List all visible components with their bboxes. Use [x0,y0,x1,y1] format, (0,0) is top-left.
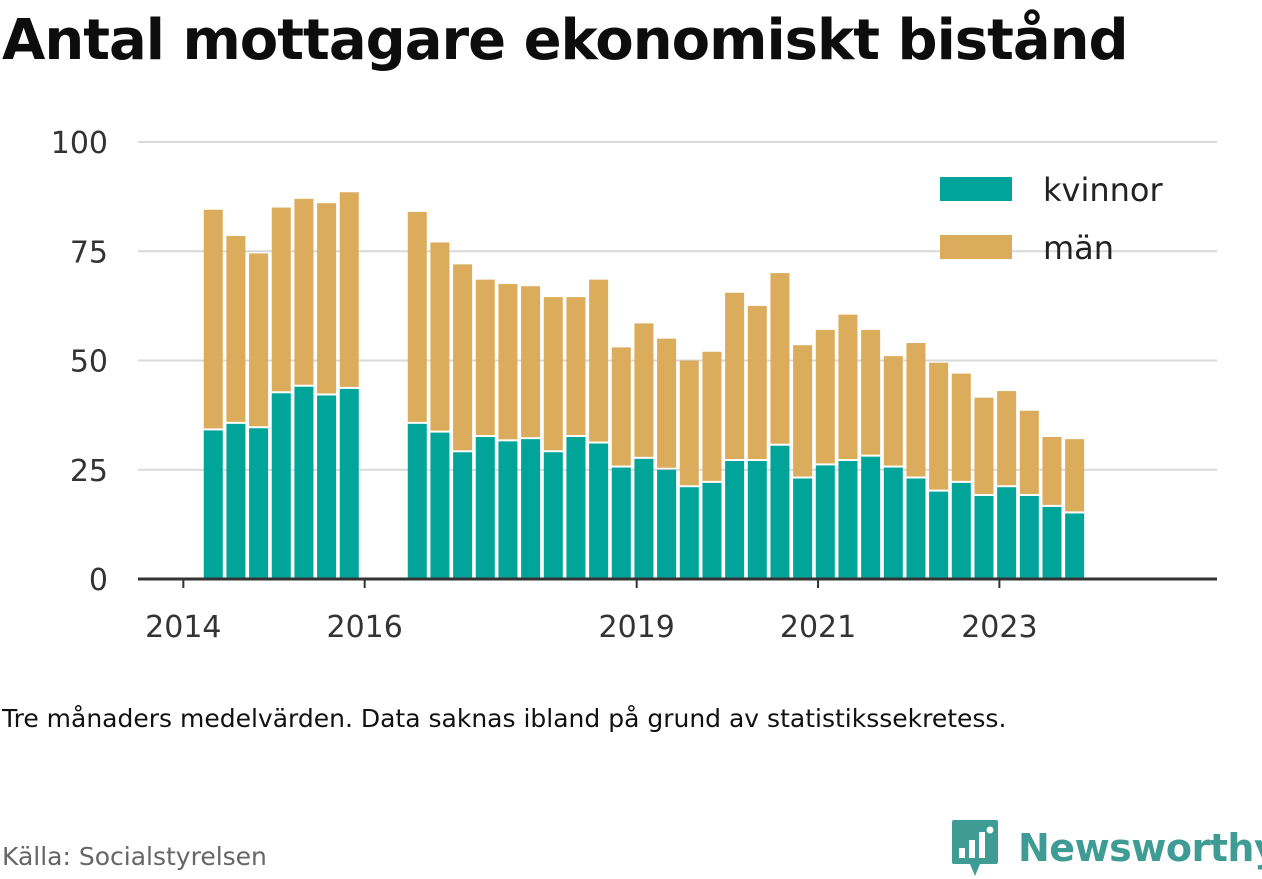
x-tick-label: 2014 [145,610,221,645]
bar-kvinnor [929,491,949,579]
y-tick-label: 75 [70,235,108,270]
bar-män [475,279,495,435]
bar-män [498,284,518,440]
bar-kvinnor [883,467,903,579]
bar-kvinnor [951,482,971,579]
bar-män [974,397,994,494]
bar-kvinnor [702,482,722,579]
y-tick-label: 100 [51,126,108,161]
x-tick-label: 2016 [327,610,403,645]
bar-kvinnor [203,430,223,579]
y-tick-label: 0 [89,563,108,598]
bar-kvinnor [271,393,291,579]
legend-label-män: män [1043,229,1114,267]
bar-män [861,329,881,455]
bar-män [747,305,767,460]
bar-män [249,253,269,427]
bar-män [725,292,745,460]
bar-män [453,264,473,451]
bar-kvinnor [566,436,586,579]
chart-title: Antal mottagare ekonomiskt bistånd [2,8,1129,73]
bar-män [543,297,563,451]
bar-kvinnor [770,445,790,579]
y-tick-label: 25 [70,454,108,489]
y-axis-ticks: 0 25 50 75 100 [51,126,108,598]
chart-note: Tre månaders medelvärden. Data saknas ib… [2,704,1007,733]
bar-män [657,338,677,468]
bar-män [679,360,699,486]
bar-kvinnor [815,465,835,579]
bar-män [951,373,971,481]
brand-logo: Newsworthy [950,818,1262,878]
legend-label-kvinnor: kvinnor [1043,171,1164,209]
bar-kvinnor [793,478,813,579]
bar-män [294,198,314,385]
bar-kvinnor [543,452,563,579]
bar-män [611,347,631,466]
bar-kvinnor [498,441,518,579]
bar-kvinnor [838,461,858,579]
bar-män [339,192,359,387]
bar-män [1019,410,1039,494]
x-tick-label: 2021 [780,610,856,645]
bar-män [929,362,949,490]
bar-kvinnor [906,478,926,579]
bar-kvinnor [317,395,337,579]
bar-män [906,343,926,477]
bar-kvinnor [226,423,246,579]
bar-män [1065,439,1085,512]
source-credit: Källa: Socialstyrelsen [2,842,267,871]
bar-män [883,356,903,466]
bar-kvinnor [294,386,314,579]
bar-män [521,286,541,438]
bar-kvinnor [974,495,994,579]
bar-kvinnor [997,487,1017,579]
bar-kvinnor [1019,495,1039,579]
bar-kvinnor [475,436,495,579]
bar-män [702,351,722,481]
chart-area: 0 25 50 75 100 2014 2016 2019 2021 2023 kvinnor m… [51,126,1217,645]
bar-kvinnor [407,423,427,579]
bar-män [317,203,337,394]
bar-kvinnor [521,439,541,579]
bar-män [566,297,586,435]
bar-män [271,207,291,392]
bar-kvinnor [679,487,699,579]
bar-män [838,314,858,460]
bar-män [407,211,427,422]
bar-män [997,391,1017,486]
bar-män [589,279,609,442]
bar-kvinnor [249,428,269,579]
chart-bubble-logo-icon [952,820,998,876]
bar-män [770,273,790,444]
bar-män [430,242,450,431]
bar-kvinnor [725,461,745,579]
bar-kvinnor [339,388,359,579]
bar-kvinnor [611,467,631,579]
legend-swatch-män [940,235,1012,259]
legend: kvinnor män [940,171,1164,267]
legend-swatch-kvinnor [940,177,1012,201]
x-tick-label: 2023 [961,610,1037,645]
bar-kvinnor [453,452,473,579]
bar-män [226,235,246,422]
bar-kvinnor [634,458,654,579]
bar-kvinnor [657,469,677,579]
bar-kvinnor [589,443,609,579]
bar-män [815,329,835,464]
bar-män [203,209,223,429]
bar-män [634,323,654,457]
bar-män [1042,436,1062,505]
y-tick-label: 50 [70,345,108,380]
bar-kvinnor [1065,513,1085,579]
bar-kvinnor [1042,506,1062,579]
bar-kvinnor [747,461,767,579]
x-tick-label: 2019 [599,610,675,645]
bar-series [203,192,1085,579]
bar-män [793,345,813,477]
x-axis-ticks: 2014 2016 2019 2021 2023 [145,579,1038,645]
brand-name: Newsworthy [1018,826,1262,870]
bar-kvinnor [430,432,450,579]
bar-kvinnor [861,456,881,579]
